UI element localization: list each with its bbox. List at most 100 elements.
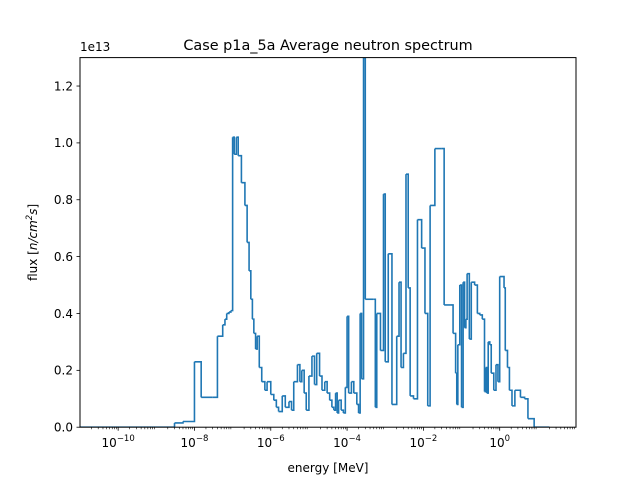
series-step-segment xyxy=(314,353,318,386)
series-step-segment xyxy=(421,247,426,314)
series-step-segment xyxy=(474,284,479,314)
series-step-segment xyxy=(212,336,219,399)
series-step-segment xyxy=(456,344,459,406)
series-step-segment xyxy=(465,273,468,320)
series-step-segment xyxy=(375,313,378,409)
series-step-segment xyxy=(267,380,272,395)
series-step-segment xyxy=(270,393,275,401)
series-step-segment xyxy=(316,352,321,377)
series-step-segment xyxy=(244,204,248,243)
series-step-segment xyxy=(405,173,409,288)
series-step-segment xyxy=(250,298,254,320)
series-step-segment xyxy=(236,136,239,156)
series-step-segment xyxy=(253,332,257,350)
series-step-segment xyxy=(224,313,228,320)
series-step-segment xyxy=(491,372,495,391)
series-step-segment xyxy=(301,369,305,394)
series-step-segment xyxy=(488,341,491,345)
series-step-segment xyxy=(464,319,467,329)
y-tick-label: 0.2 xyxy=(54,364,73,378)
series-step-segment xyxy=(249,270,252,300)
series-step-segment xyxy=(424,312,429,406)
series-step-segment xyxy=(410,395,415,399)
series-step-segment xyxy=(514,389,522,398)
x-tick-label: 10−8 xyxy=(181,434,209,450)
series-step-segment xyxy=(403,174,407,355)
series-step-segment xyxy=(327,392,331,401)
series-step-segment xyxy=(311,355,316,385)
x-axis-ticks: 10−10 10−8 10−6 10−4 10−2 100 xyxy=(91,427,575,450)
series-step-segment xyxy=(238,154,243,183)
series-step-segment xyxy=(380,194,385,352)
series-step-segment xyxy=(524,397,529,419)
series-step-segment xyxy=(467,272,471,340)
series-step-segment xyxy=(331,406,335,411)
series-step-segment xyxy=(485,366,488,394)
series-step-segment xyxy=(497,276,501,383)
series-step-segment xyxy=(401,353,405,369)
plot-area xyxy=(80,57,550,428)
series-step-segment xyxy=(319,375,323,391)
series-step-segment xyxy=(482,318,486,392)
series-step-segment xyxy=(358,313,361,414)
series-step-segment xyxy=(276,406,280,412)
series-step-segment xyxy=(450,304,454,334)
y-axis-label-unit: n/cm xyxy=(26,220,40,250)
series-step-segment xyxy=(278,395,284,413)
series-step-segment xyxy=(343,387,347,414)
series-step-segment xyxy=(373,298,377,408)
series-step-segment xyxy=(489,343,493,374)
series-step-segment xyxy=(356,403,360,413)
series-step-segment xyxy=(217,324,224,338)
series-step-segment xyxy=(504,287,507,351)
series-step-segment xyxy=(255,336,258,350)
series-step-segment xyxy=(388,252,393,405)
series-step-segment xyxy=(396,282,400,338)
series-step-segment xyxy=(457,285,461,346)
x-tick-label: 10−6 xyxy=(257,434,285,450)
series-step-segment xyxy=(399,281,402,368)
series-step-segment xyxy=(304,392,308,411)
y-axis-ticks: 0.0 0.2 0.4 0.6 0.8 1.0 1.2 xyxy=(54,79,80,435)
axes-frame xyxy=(79,57,577,428)
y-tick-label: 1.0 xyxy=(54,136,73,150)
series-step-segment xyxy=(385,253,390,363)
series-step-segment xyxy=(461,282,464,409)
series-step-segment xyxy=(335,392,338,413)
series-step-segment xyxy=(257,335,261,368)
series-step-segment xyxy=(297,363,301,382)
series-step-segment xyxy=(391,336,398,406)
series-step-segment xyxy=(360,312,363,379)
series-step-segment xyxy=(499,275,505,288)
series-step-segment xyxy=(351,380,355,394)
series-step-segment xyxy=(182,361,196,423)
series-step-segment xyxy=(264,381,268,392)
series-step-segment xyxy=(347,315,350,394)
y-axis-label-unit-tail: s xyxy=(26,209,40,215)
y-axis-label: flux [n/cm2s] xyxy=(25,204,40,281)
series-step-segment xyxy=(194,361,202,398)
series-step-segment xyxy=(247,241,250,271)
y-axis-label-suffix: ] xyxy=(26,204,40,209)
series-step-segment xyxy=(241,181,246,206)
series-step-segment xyxy=(234,137,238,156)
series-step-segment xyxy=(345,316,348,389)
y-tick-label: 0.0 xyxy=(54,421,73,435)
series-step-segment xyxy=(222,319,226,326)
series-step-segment xyxy=(230,137,234,312)
series-step-segment xyxy=(479,314,484,320)
series-step-segment xyxy=(507,366,511,391)
series-step-segment xyxy=(329,399,333,408)
y-tick-label: 0.8 xyxy=(54,193,73,207)
series-step-segment xyxy=(383,193,387,362)
series-step-segment xyxy=(430,148,436,207)
x-tick-label: 10−4 xyxy=(333,434,361,450)
y-tick-label: 0.6 xyxy=(54,250,73,264)
y-tick-label: 1.2 xyxy=(54,79,73,93)
series-step-segment xyxy=(527,417,535,428)
series-step-segment xyxy=(505,349,509,368)
series-step-segment xyxy=(232,136,235,155)
series-step-segment xyxy=(273,399,278,408)
